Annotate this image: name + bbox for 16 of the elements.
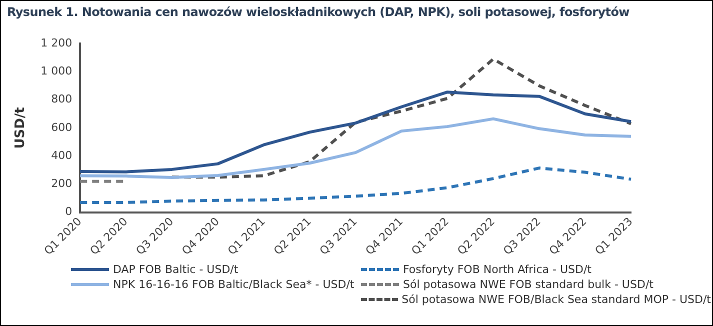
y-tick-label: 600 xyxy=(51,120,72,134)
y-tick-label: 400 xyxy=(51,148,72,162)
y-tick-label: 200 xyxy=(51,177,72,190)
legend-label: Sól potasowa NWE FOB standard bulk - USD/t xyxy=(403,278,654,291)
y-tick-label: 800 xyxy=(51,92,72,106)
legend-label: Fosforyty FOB North Africa - USD/t xyxy=(403,263,592,276)
y-axis-title: USD/t xyxy=(13,107,28,149)
legend-label: Sól potasowa NWE FOB/Black Sea standard MOP - USD/t xyxy=(402,293,711,306)
line-series xyxy=(78,166,632,204)
legend-label: DAP FOB Baltic - USD/t xyxy=(113,263,238,276)
y-tick-label: 0 xyxy=(65,205,72,218)
y-tick-label: 1 200 xyxy=(40,36,72,50)
line-series xyxy=(170,58,632,179)
legend-label: NPK 16-16-16 FOB Baltic/Black Sea* - USD/t xyxy=(113,278,354,291)
y-tick-label: 1 000 xyxy=(40,64,72,78)
chart-title: Rysunek 1. Notowania cen nawozów wieloskładnikowych (DAP, NPK), soli potasowej, fosforytów xyxy=(7,5,630,19)
